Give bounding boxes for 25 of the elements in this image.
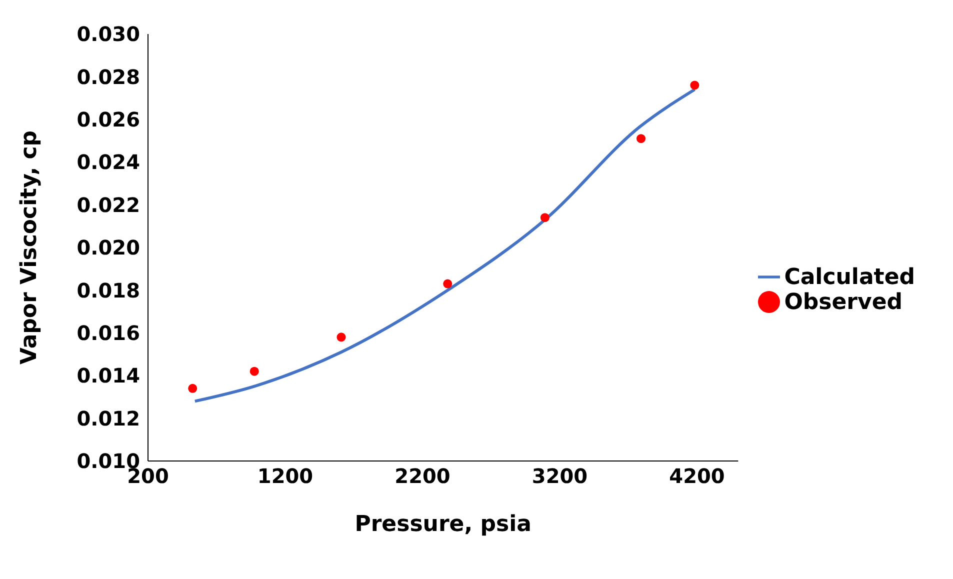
legend-label: Observed <box>784 290 903 314</box>
y-tick-label: 0.030 <box>76 22 140 46</box>
y-tick-label: 0.014 <box>76 364 140 388</box>
y-tick-label: 0.020 <box>76 236 140 260</box>
x-axis-title: Pressure, psia <box>354 512 532 537</box>
y-tick-label: 0.016 <box>76 321 140 345</box>
y-tick-label: 0.024 <box>76 150 140 174</box>
point <box>690 80 700 90</box>
legend-label: Calculated <box>784 264 915 290</box>
x-tick-label: 4200 <box>669 464 725 488</box>
point <box>250 366 259 376</box>
point <box>636 134 646 144</box>
x-tick-label: 1200 <box>257 464 314 488</box>
point <box>443 279 452 288</box>
point <box>188 384 198 393</box>
y-tick-label: 0.012 <box>76 406 140 430</box>
point <box>540 213 550 222</box>
y-axis-title: Vapor Viscocity, cp <box>16 130 42 365</box>
x-tick-label: 3200 <box>532 464 588 488</box>
y-tick-label: 0.028 <box>76 64 140 89</box>
y-tick-label: 0.022 <box>76 192 140 217</box>
y-tick-label: 0.026 <box>76 108 140 132</box>
point <box>336 332 346 342</box>
x-tick-label: 2200 <box>394 464 450 488</box>
y-tick-label: 0.018 <box>76 278 140 302</box>
